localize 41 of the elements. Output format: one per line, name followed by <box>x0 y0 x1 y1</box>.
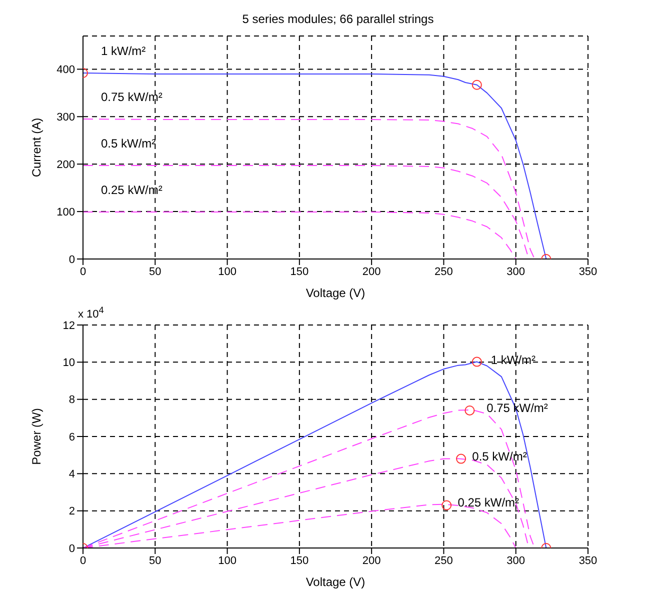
x-tick-label: 200 <box>362 554 381 567</box>
x-tick-label: 250 <box>434 554 453 567</box>
x-tick-label: 350 <box>578 554 598 567</box>
x-axis-title: Voltage (V) <box>306 575 366 589</box>
y-tick-label: 400 <box>56 64 75 76</box>
y-tick-label: 100 <box>56 206 75 218</box>
x-tick-label: 250 <box>434 266 453 278</box>
y-tick-label: 10 <box>62 357 75 370</box>
y-axis-title: Power (W) <box>29 408 44 465</box>
y-tick-label: 300 <box>56 112 75 124</box>
y-axis-title: Current (A) <box>29 118 44 178</box>
x-tick-label: 50 <box>149 266 162 278</box>
x-tick-label: 100 <box>218 266 236 278</box>
series-label: 0.75 kW/m² <box>101 90 162 104</box>
chart-title: 5 series modules; 66 parallel strings <box>241 12 435 28</box>
y-tick-label: 12 <box>62 320 75 332</box>
x-tick-label: 0 <box>80 266 86 278</box>
series-label: 1 kW/m² <box>490 352 536 367</box>
x-tick-label: 300 <box>506 266 526 278</box>
series-label: 0.5 kW/m² <box>101 136 156 151</box>
x-tick-label: 0 <box>80 554 86 567</box>
series-label: 1 kW/m² <box>101 44 146 58</box>
y-tick-label: 0 <box>68 254 75 266</box>
x-tick-label: 200 <box>362 266 381 278</box>
series-label: 0.25 kW/m² <box>101 183 162 198</box>
y-tick-label: 4 <box>68 468 75 481</box>
x-axis-title: Voltage (V) <box>306 286 366 300</box>
y-tick-label: 8 <box>68 394 75 406</box>
x-tick-label: 300 <box>506 554 526 567</box>
y-tick-label: 200 <box>56 159 75 172</box>
text: x 10$^{4}$ <box>78 305 104 321</box>
x-tick-label: 350 <box>578 266 598 278</box>
y-tick-label: 0 <box>68 542 75 555</box>
x-tick-label: 150 <box>290 554 309 567</box>
x-tick-label: 50 <box>149 554 162 567</box>
y-tick-label: 2 <box>68 506 75 518</box>
x-tick-label: 100 <box>218 554 236 567</box>
series-label: 0.5 kW/m² <box>472 450 527 464</box>
y-tick-label: 6 <box>68 431 75 444</box>
series-label: 0.25 kW/m² <box>458 495 520 510</box>
x-tick-label: 150 <box>290 266 309 278</box>
